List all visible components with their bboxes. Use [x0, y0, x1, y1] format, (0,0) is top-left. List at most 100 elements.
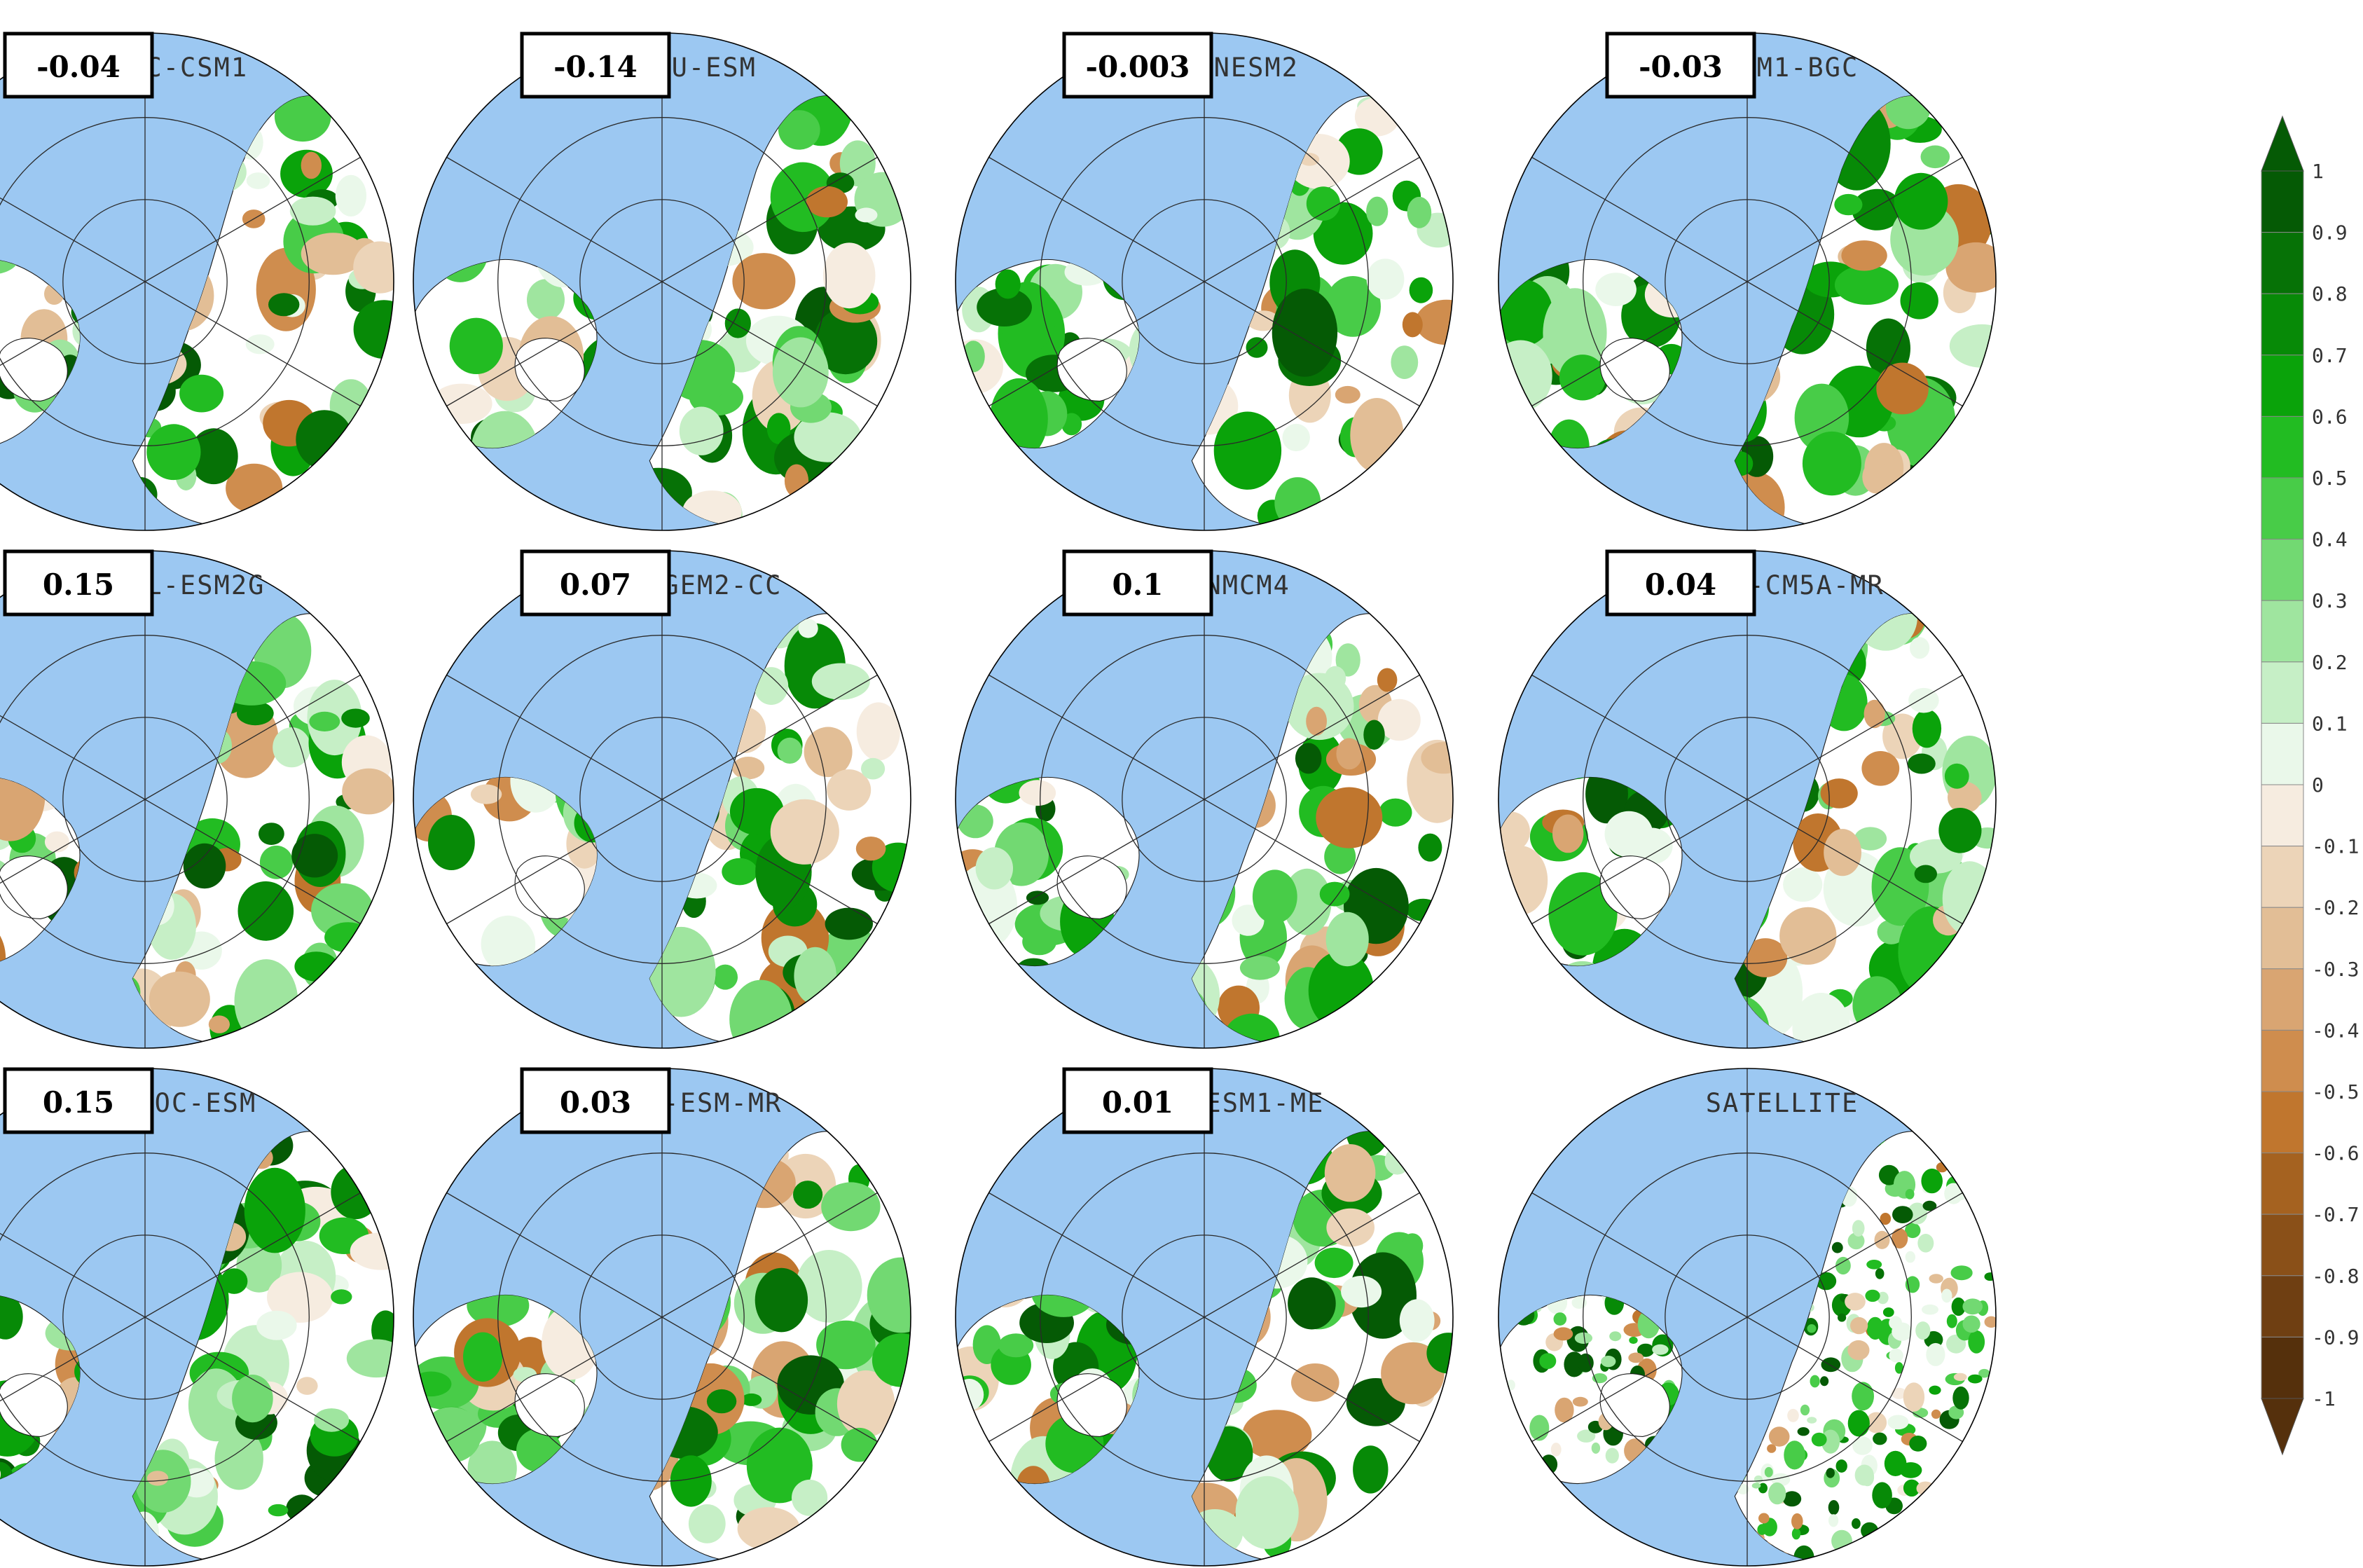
- correlation-patch: [804, 727, 853, 778]
- greenland: [0, 855, 68, 919]
- correlation-patch: [977, 288, 1032, 326]
- correlation-patch: [527, 279, 565, 321]
- correlation-patch: [1421, 742, 1453, 774]
- correlation-patch: [289, 196, 336, 226]
- correlation-patch: [1341, 1276, 1382, 1308]
- correlation-patch: [301, 151, 322, 179]
- correlation-patch: [1604, 811, 1653, 858]
- correlation-patch: [962, 341, 985, 373]
- map-panel: IPSL-CM5A-MR0.04: [1498, 549, 1997, 1049]
- colorbar-tick-label: 0.1: [2312, 712, 2348, 735]
- correlation-patch: [1962, 1298, 1983, 1315]
- correlation-value-box: 0.15: [3, 549, 154, 617]
- correlation-patch: [729, 788, 784, 835]
- correlation-patch: [341, 708, 370, 728]
- correlation-patch: [867, 1257, 911, 1333]
- colorbar-tick-label: -0.3: [2312, 958, 2359, 981]
- colorbar-tick-label: 0.6: [2312, 405, 2348, 428]
- correlation-patch: [1978, 1368, 1990, 1378]
- correlation-patch: [1791, 1513, 1803, 1529]
- correlation-patch: [146, 424, 201, 481]
- correlation-patch: [296, 410, 353, 469]
- correlation-patch: [1926, 1342, 1945, 1366]
- correlation-value-box: -0.14: [520, 32, 671, 99]
- correlation-patch: [737, 1507, 800, 1550]
- correlation-patch: [1905, 1276, 1920, 1293]
- correlation-patch: [1889, 1316, 1903, 1330]
- correlation-patch: [1968, 1330, 1985, 1354]
- correlation-value: 0.1: [1112, 568, 1163, 602]
- correlation-patch: [1921, 1168, 1943, 1194]
- correlation-patch: [724, 308, 751, 338]
- correlation-patch: [1272, 289, 1338, 377]
- correlation-patch: [1948, 781, 1982, 814]
- colorbar-tick-label: -0.6: [2312, 1142, 2359, 1165]
- correlation-value-box: 0.03: [520, 1067, 671, 1134]
- correlation-value-box: 0.07: [520, 549, 671, 617]
- correlation-patch: [827, 769, 872, 811]
- correlation-patch: [1968, 1374, 1983, 1384]
- colorbar-segment: [2261, 539, 2304, 601]
- correlation-patch: [794, 412, 862, 462]
- correlation-patch: [1835, 1459, 1847, 1473]
- correlation-patch: [245, 334, 275, 355]
- correlation-patch: [1903, 1382, 1925, 1412]
- correlation-patch: [732, 253, 796, 310]
- correlation-patch: [1828, 1514, 1839, 1527]
- correlation-patch: [1743, 938, 1788, 977]
- correlation-patch: [1324, 666, 1346, 691]
- correlation-patch: [244, 1167, 305, 1253]
- correlation-patch: [1908, 753, 1936, 774]
- graticule: [446, 1068, 878, 1566]
- map-border: [1498, 1068, 1997, 1567]
- correlation-patch: [1652, 1344, 1669, 1355]
- correlation-value-box: -0.003: [1062, 32, 1213, 99]
- correlation-patch: [712, 964, 738, 990]
- colorbar-tick-label: -1: [2312, 1387, 2336, 1410]
- correlation-patch: [314, 1408, 350, 1432]
- correlation-patch: [1324, 1144, 1376, 1202]
- correlation-patch: [813, 308, 878, 375]
- graticule: [1531, 551, 1963, 1048]
- correlation-patch: [841, 1427, 878, 1462]
- correlation-patch: [856, 702, 900, 761]
- correlation-patch: [1784, 1440, 1805, 1470]
- correlation-value: 0.15: [43, 1085, 114, 1120]
- map-panel: BNU-ESM-0.14: [413, 32, 911, 531]
- correlation-patch: [794, 947, 836, 1005]
- colorbar-tick-label: -0.7: [2312, 1203, 2359, 1226]
- correlation-value: 0.03: [560, 1085, 631, 1120]
- correlation-patch: [259, 845, 294, 879]
- correlation-patch: [1852, 1382, 1875, 1411]
- correlation-patch: [1847, 1410, 1870, 1437]
- correlation-patch: [1353, 1445, 1389, 1494]
- colorbar-segment: [2261, 1153, 2304, 1215]
- correlation-patch: [268, 293, 300, 317]
- correlation-patch: [755, 1267, 808, 1333]
- correlation-patch: [1559, 355, 1606, 401]
- correlation-patch: [1884, 1450, 1907, 1476]
- correlation-patch: [1409, 277, 1433, 303]
- colorbar-segment: [2261, 1029, 2304, 1092]
- correlation-patch: [679, 406, 724, 455]
- correlation-patch: [1929, 1274, 1943, 1284]
- correlation-patch: [1242, 1410, 1312, 1460]
- correlation-patch: [44, 831, 69, 853]
- correlation-patch: [796, 1250, 862, 1323]
- colorbar-segment: [2261, 170, 2304, 233]
- correlation-patch: [1553, 1312, 1567, 1326]
- correlation-patch: [236, 701, 274, 726]
- correlation-value-box: -0.03: [1605, 32, 1756, 99]
- correlation-patch: [1591, 1442, 1601, 1454]
- correlation-patch: [1875, 1268, 1885, 1279]
- colorbar-segment: [2261, 1213, 2304, 1277]
- greenland: [514, 1373, 585, 1437]
- correlation-patch: [1931, 1409, 1941, 1419]
- correlation-patch: [1540, 1454, 1558, 1475]
- correlation-value-box: 0.15: [3, 1067, 154, 1134]
- correlation-patch: [1826, 1468, 1835, 1478]
- greenland: [514, 338, 585, 401]
- correlation-patch: [1629, 1336, 1638, 1345]
- correlation-patch: [1577, 1429, 1596, 1443]
- correlation-patch: [1415, 299, 1453, 345]
